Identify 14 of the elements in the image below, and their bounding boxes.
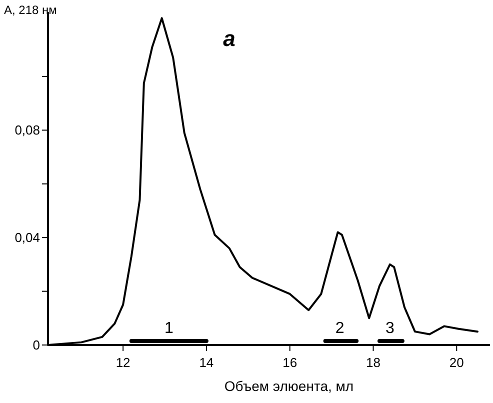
x-axis-title: Объем элюента, мл <box>224 378 354 394</box>
y-tick-label: 0 <box>32 338 40 353</box>
x-tick-label: 12 <box>116 355 130 370</box>
annotation: а <box>223 26 236 51</box>
annotation: 3 <box>385 320 394 337</box>
y-tick-label: 0,04 <box>14 230 40 246</box>
x-tick-label: 18 <box>366 355 380 370</box>
annotation: 2 <box>335 320 344 337</box>
x-tick-label: 20 <box>449 355 464 370</box>
annotation: 1 <box>164 320 174 337</box>
x-tick-label: 16 <box>282 355 298 370</box>
x-tick-label: 14 <box>199 355 214 370</box>
y-tick-label: 0,08 <box>14 122 40 138</box>
y-axis-title: A, 218 нм <box>4 3 57 17</box>
